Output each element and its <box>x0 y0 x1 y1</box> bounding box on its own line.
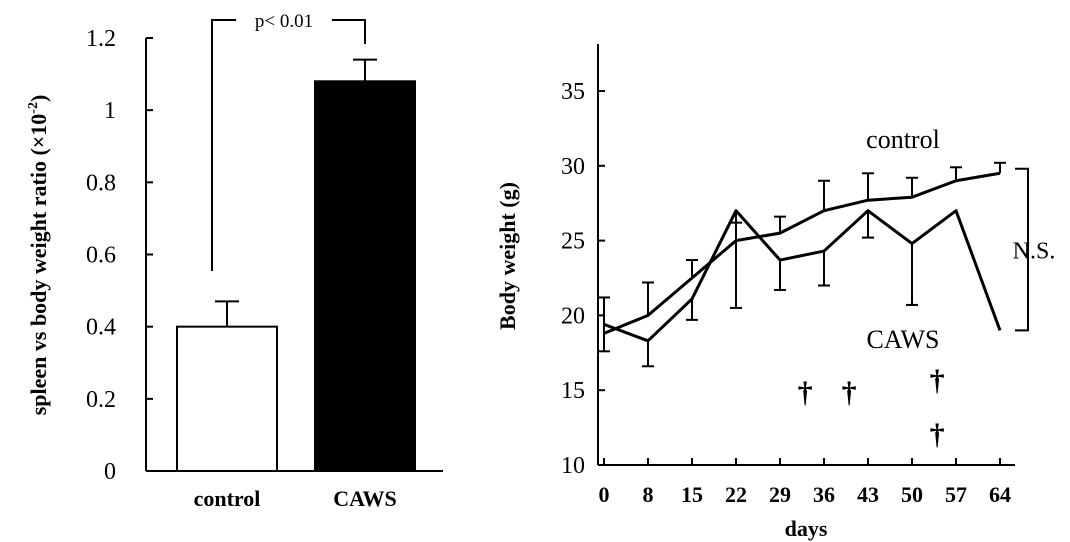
death-marker: † <box>930 418 945 451</box>
bar-bars <box>176 58 416 473</box>
line-x-tick-label: 50 <box>901 482 923 507</box>
line-y-tick-label: 20 <box>561 303 585 329</box>
death-marker: † <box>798 376 813 409</box>
series-label-caws: CAWS <box>866 325 939 354</box>
line-x-tick-label: 22 <box>725 482 747 507</box>
line-chart: Body weight (g) days 10 15 20 25 30 35 0 8 15 22 2… <box>495 44 1055 541</box>
line-y-tick-label: 15 <box>561 378 585 404</box>
bracket-left-arm <box>211 19 236 271</box>
bar-y-axis-title-sup: -2 <box>26 102 41 114</box>
series-line-caws <box>603 209 1002 343</box>
line-x-tick-label: 0 <box>599 482 610 507</box>
bar-y-tick-label: 1 <box>104 98 116 124</box>
series-labels: control CAWS <box>866 125 940 354</box>
bar-category-label: CAWS <box>333 486 397 511</box>
bar-category-label: control <box>194 486 261 511</box>
bracket-right-arm <box>332 19 366 44</box>
bar-y-tick-label: 0.4 <box>86 315 116 341</box>
p-value-label: p< 0.01 <box>255 11 313 32</box>
line-series <box>598 161 1006 368</box>
bar-y-tick-label: 0 <box>104 459 116 485</box>
bar-y-axis-title-tail: ) <box>26 95 51 102</box>
ns-label: N.S. <box>1013 239 1056 265</box>
bar-chart: spleen vs body weight ratio (×10-2) 0 0.2… <box>26 11 443 511</box>
line-y-tick-label: 30 <box>561 154 585 180</box>
bar-y-tick-label: 1.2 <box>86 26 116 52</box>
line-x-tick-label: 43 <box>857 482 879 507</box>
death-marker: † <box>842 376 857 409</box>
bar-category-labels: control CAWS <box>194 486 397 511</box>
bar-y-axis-title: spleen vs body weight ratio (×10-2) <box>26 95 51 416</box>
death-markers: † † † † <box>798 364 945 451</box>
line-y-axis-title: Body weight (g) <box>495 182 520 330</box>
line-x-tick-label: 57 <box>945 482 967 507</box>
line-y-tick-label: 25 <box>561 229 585 255</box>
line-x-tick-label: 29 <box>769 482 791 507</box>
series-line-control <box>603 171 1001 335</box>
bar-control <box>176 325 278 472</box>
line-x-axis-title: days <box>785 516 828 541</box>
bar-y-axis-title-main: spleen vs body weight ratio (×10 <box>26 114 51 416</box>
ns-bracket-line <box>1015 167 1029 332</box>
series-label-control: control <box>866 125 940 154</box>
line-axes: 10 15 20 25 30 35 0 8 15 22 29 36 43 50 57 64 <box>561 44 1015 507</box>
line-x-tick-label: 15 <box>681 482 703 507</box>
line-x-tick-label: 64 <box>989 482 1011 507</box>
line-y-tick-label: 35 <box>561 79 585 105</box>
bar-y-axis: 0 0.2 0.4 0.6 0.8 1 1.2 <box>86 26 443 485</box>
line-x-tick-label: 8 <box>643 482 654 507</box>
line-y-tick-label: 10 <box>561 453 585 479</box>
death-marker: † <box>930 364 945 397</box>
significance-bracket: p< 0.01 <box>211 11 366 271</box>
bar-y-tick-label: 0.2 <box>86 387 116 413</box>
bar-y-tick-label: 0.8 <box>86 170 116 196</box>
bar-caws <box>314 80 416 473</box>
line-x-tick-label: 36 <box>813 482 835 507</box>
bar-y-tick-label: 0.6 <box>86 243 116 269</box>
ns-bracket: N.S. <box>1013 167 1056 332</box>
